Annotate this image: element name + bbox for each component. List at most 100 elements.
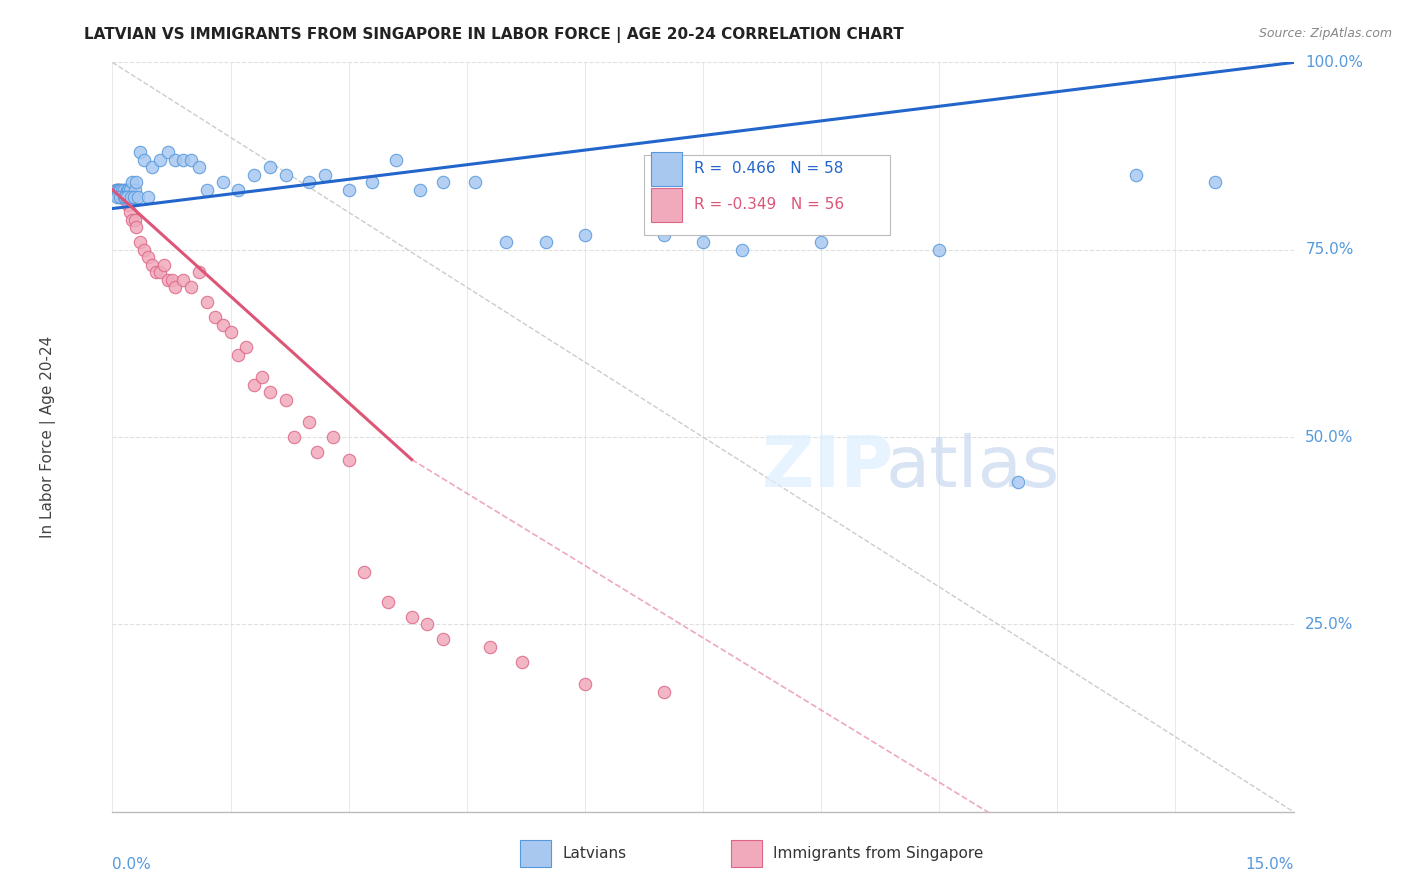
Point bbox=[115, 183, 138, 197]
Point bbox=[156, 145, 179, 160]
Point bbox=[112, 190, 135, 204]
Point bbox=[165, 153, 187, 167]
Point bbox=[211, 175, 233, 189]
Point bbox=[259, 385, 281, 400]
Point bbox=[283, 430, 305, 444]
Point bbox=[107, 183, 129, 197]
Point bbox=[731, 243, 754, 257]
Point bbox=[160, 273, 183, 287]
Text: atlas: atlas bbox=[886, 433, 1060, 501]
Point bbox=[129, 145, 152, 160]
Point bbox=[250, 370, 273, 384]
Point bbox=[1204, 175, 1226, 189]
Point bbox=[132, 153, 155, 167]
Point bbox=[112, 183, 135, 197]
Point bbox=[115, 190, 138, 204]
Point bbox=[125, 175, 148, 189]
Point bbox=[510, 655, 533, 669]
Point bbox=[129, 235, 152, 250]
Point bbox=[115, 190, 138, 204]
Point bbox=[136, 190, 159, 204]
Point bbox=[408, 183, 430, 197]
Point bbox=[136, 250, 159, 264]
Point bbox=[152, 258, 174, 272]
Point bbox=[243, 168, 266, 182]
Point bbox=[322, 430, 344, 444]
Point bbox=[118, 183, 141, 197]
Point bbox=[479, 640, 502, 654]
Point bbox=[1007, 475, 1029, 489]
Point bbox=[145, 265, 167, 279]
Point bbox=[377, 595, 399, 609]
Point bbox=[112, 190, 135, 204]
Point bbox=[692, 235, 714, 250]
Point bbox=[117, 183, 139, 197]
Point bbox=[125, 220, 148, 235]
Point bbox=[652, 685, 675, 699]
Text: 0.0%: 0.0% bbox=[112, 856, 152, 871]
Point bbox=[107, 190, 129, 204]
Point bbox=[110, 190, 132, 204]
Point bbox=[115, 190, 138, 204]
Text: R = -0.349   N = 56: R = -0.349 N = 56 bbox=[693, 196, 844, 211]
Text: In Labor Force | Age 20-24: In Labor Force | Age 20-24 bbox=[39, 336, 55, 538]
Point bbox=[114, 183, 136, 197]
Point bbox=[124, 212, 146, 227]
Point bbox=[385, 153, 408, 167]
Point bbox=[111, 183, 134, 197]
Point bbox=[432, 632, 454, 647]
Point bbox=[149, 265, 172, 279]
Text: ZIP: ZIP bbox=[762, 433, 894, 501]
Point bbox=[574, 677, 596, 691]
Point bbox=[110, 190, 132, 204]
Point bbox=[111, 190, 134, 204]
Point bbox=[235, 340, 257, 354]
Text: 75.0%: 75.0% bbox=[1305, 243, 1354, 257]
Text: R =  0.466   N = 58: R = 0.466 N = 58 bbox=[693, 161, 842, 176]
Point bbox=[105, 183, 128, 197]
Point bbox=[228, 348, 250, 362]
Point bbox=[314, 168, 336, 182]
Point bbox=[195, 183, 218, 197]
Point bbox=[574, 227, 596, 242]
Text: Source: ZipAtlas.com: Source: ZipAtlas.com bbox=[1258, 27, 1392, 40]
Text: LATVIAN VS IMMIGRANTS FROM SINGAPORE IN LABOR FORCE | AGE 20-24 CORRELATION CHAR: LATVIAN VS IMMIGRANTS FROM SINGAPORE IN … bbox=[84, 27, 904, 43]
Point bbox=[105, 183, 128, 197]
Point bbox=[259, 161, 281, 175]
Point bbox=[298, 175, 321, 189]
Point bbox=[464, 175, 486, 189]
Point bbox=[652, 227, 675, 242]
Point bbox=[211, 318, 233, 332]
Point bbox=[117, 198, 139, 212]
Point bbox=[361, 175, 384, 189]
Point bbox=[121, 212, 143, 227]
Point bbox=[141, 258, 163, 272]
Point bbox=[219, 325, 242, 339]
Point bbox=[243, 377, 266, 392]
Point bbox=[141, 161, 163, 175]
Point bbox=[353, 565, 375, 579]
Point bbox=[110, 190, 132, 204]
Point bbox=[165, 280, 187, 294]
Text: 50.0%: 50.0% bbox=[1305, 430, 1354, 444]
Point bbox=[188, 265, 211, 279]
Point bbox=[107, 183, 129, 197]
Point bbox=[127, 190, 149, 204]
Point bbox=[337, 452, 360, 467]
Point bbox=[124, 183, 146, 197]
Point bbox=[928, 243, 950, 257]
Point bbox=[105, 190, 128, 204]
Text: 100.0%: 100.0% bbox=[1305, 55, 1364, 70]
Text: Immigrants from Singapore: Immigrants from Singapore bbox=[773, 847, 984, 861]
Point bbox=[180, 153, 202, 167]
Point bbox=[111, 190, 134, 204]
Point bbox=[132, 243, 155, 257]
Point bbox=[110, 183, 132, 197]
Point bbox=[188, 161, 211, 175]
Point bbox=[274, 168, 297, 182]
Point bbox=[156, 273, 179, 287]
Point bbox=[401, 610, 423, 624]
Point bbox=[1125, 168, 1147, 182]
Point bbox=[114, 190, 136, 204]
Point bbox=[307, 445, 329, 459]
